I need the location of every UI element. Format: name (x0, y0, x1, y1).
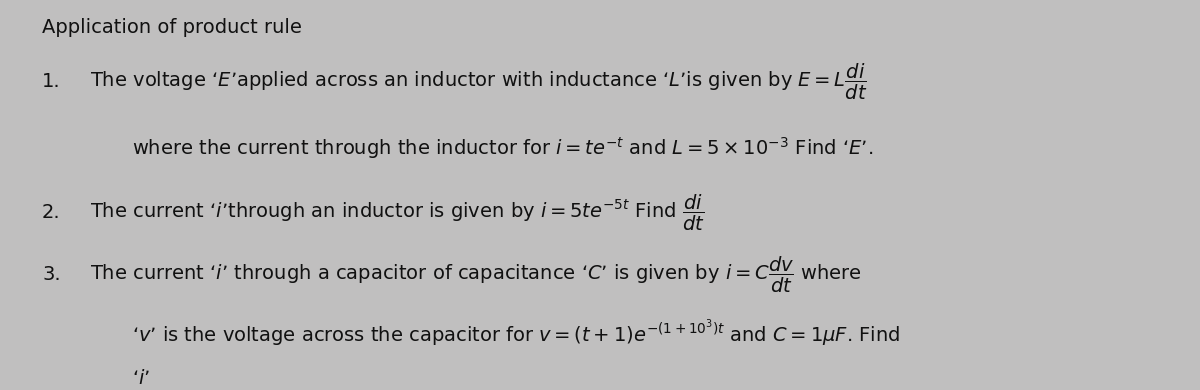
Text: Application of product rule: Application of product rule (42, 18, 302, 37)
Text: 3.: 3. (42, 266, 61, 284)
Text: ‘$i$’: ‘$i$’ (132, 369, 150, 388)
Text: 1.: 1. (42, 73, 61, 91)
Text: ‘$v$’ is the voltage across the capacitor for $v = (t + 1)e^{-(1+10^3)t}$ and $C: ‘$v$’ is the voltage across the capacito… (132, 318, 900, 349)
Text: The current ‘$i$’through an inductor is given by $i = 5te^{-5t}$ Find $\dfrac{di: The current ‘$i$’through an inductor is … (90, 193, 704, 232)
Text: 2.: 2. (42, 203, 61, 222)
Text: The voltage ‘$E$’applied across an inductor with inductance ‘$L$’is given by $E : The voltage ‘$E$’applied across an induc… (90, 62, 868, 102)
Text: The current ‘$i$’ through a capacitor of capacitance ‘$C$’ is given by $i = C\df: The current ‘$i$’ through a capacitor of… (90, 255, 862, 295)
Text: where the current through the inductor for $i = te^{-t}$ and $L = 5 \times 10^{-: where the current through the inductor f… (132, 135, 874, 161)
